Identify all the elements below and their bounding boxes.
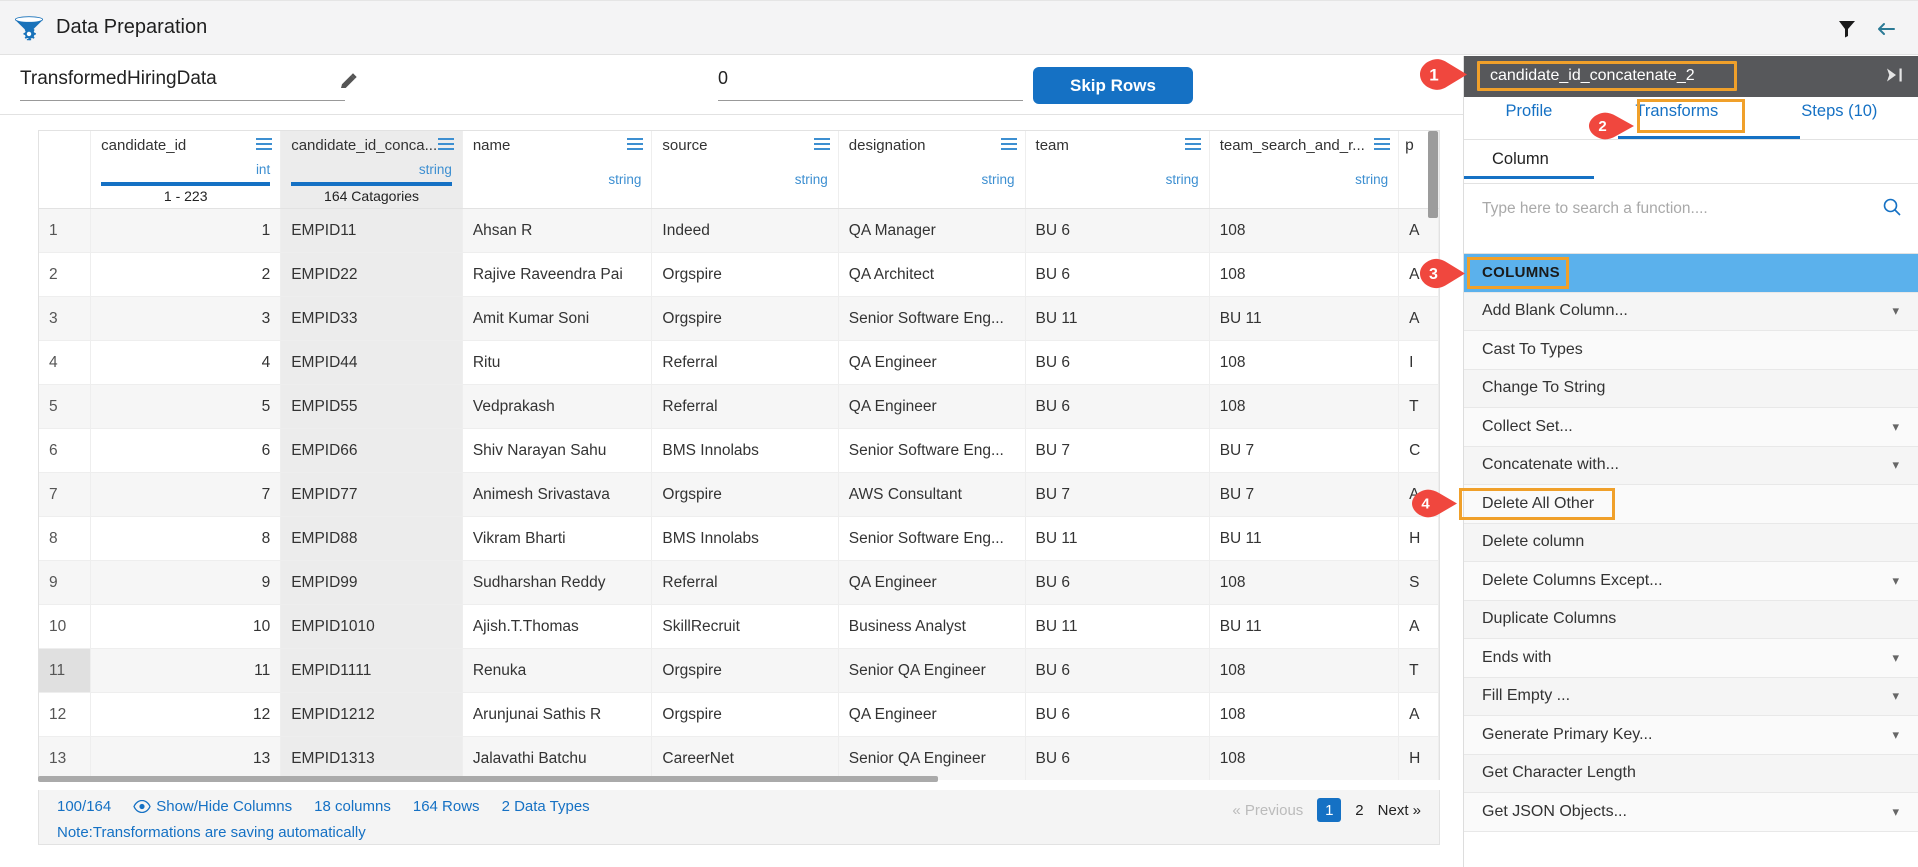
svg-text:3: 3 [1429, 266, 1438, 283]
svg-text:4: 4 [1421, 496, 1430, 513]
svg-text:2: 2 [1598, 118, 1606, 135]
svg-text:1: 1 [1429, 66, 1438, 85]
